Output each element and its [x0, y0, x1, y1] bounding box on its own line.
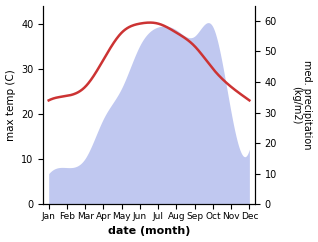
- X-axis label: date (month): date (month): [108, 227, 190, 236]
- Y-axis label: max temp (C): max temp (C): [5, 69, 16, 141]
- Y-axis label: med. precipitation
(kg/m2): med. precipitation (kg/m2): [291, 60, 313, 150]
